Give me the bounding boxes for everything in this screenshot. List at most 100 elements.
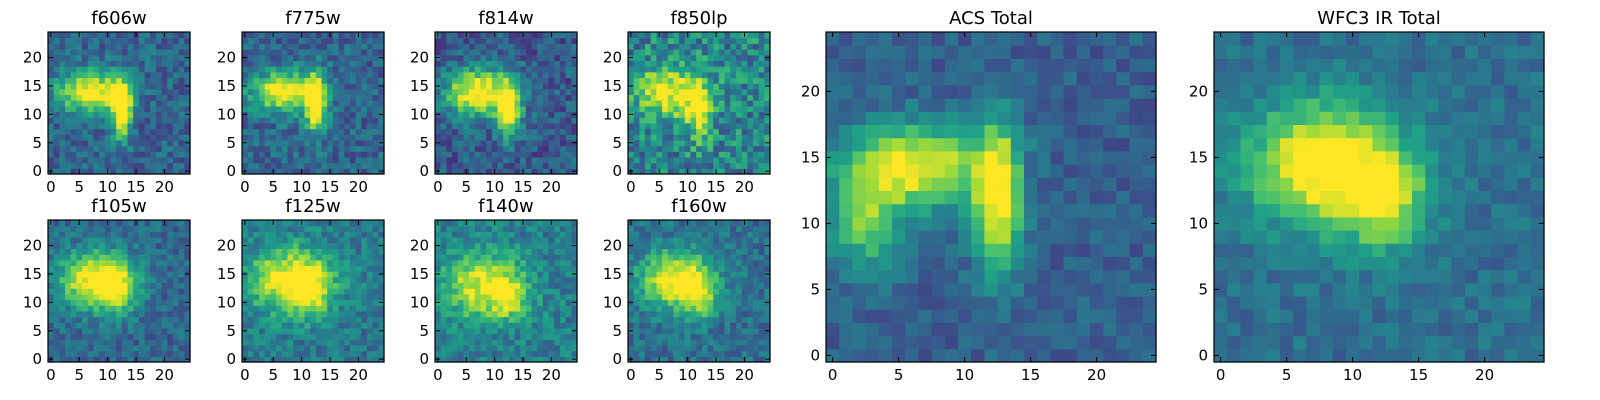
heatmap-cell	[150, 288, 157, 295]
heatmap-cell	[349, 156, 357, 164]
heatmap-cell	[59, 71, 66, 79]
heatmap-cell	[253, 350, 260, 357]
heatmap-cell	[378, 339, 385, 346]
heatmap-cell	[741, 310, 748, 318]
heatmap-cell	[752, 139, 760, 147]
heatmap-cell	[747, 305, 754, 312]
heatmap-cell	[293, 145, 300, 152]
heatmap-cell	[76, 151, 83, 158]
heatmap-cell	[474, 220, 482, 227]
heatmap-cell	[378, 88, 385, 96]
heatmap-cell	[667, 162, 675, 169]
heatmap-cell	[650, 310, 657, 318]
heatmap-cell	[667, 43, 675, 50]
heatmap-cell	[321, 100, 328, 107]
heatmap-cell	[446, 145, 453, 152]
heatmap-cell	[707, 344, 714, 352]
heatmap-cell	[548, 151, 555, 158]
heatmap-cell	[752, 100, 760, 107]
heatmap-cell	[53, 37, 60, 44]
heatmap-cell	[82, 151, 89, 158]
heatmap-cell	[758, 282, 765, 289]
heatmap-cell	[172, 128, 180, 135]
heatmap-cell	[639, 333, 646, 340]
heatmap-cell	[65, 356, 72, 363]
heatmap-cell	[542, 333, 550, 340]
heatmap-cell	[469, 122, 476, 130]
heatmap-cell	[116, 316, 123, 323]
heatmap-cell	[287, 344, 294, 352]
heatmap-cell	[378, 333, 385, 340]
heatmap-cell	[565, 162, 572, 169]
heatmap-cell	[355, 288, 362, 295]
heatmap-cell	[446, 237, 453, 244]
heatmap-cell	[520, 71, 527, 79]
heatmap-cell	[457, 77, 464, 84]
heatmap-cell	[667, 32, 675, 39]
heatmap-cell	[701, 71, 709, 79]
heatmap-cell	[59, 276, 66, 284]
heatmap-cell	[718, 168, 726, 175]
heatmap-cell	[133, 105, 140, 113]
heatmap-cell	[121, 339, 129, 346]
heatmap-cell	[724, 333, 731, 340]
heatmap-cell	[281, 156, 289, 164]
heatmap-cell	[70, 339, 77, 346]
heatmap-cell	[554, 327, 561, 335]
heatmap-cell	[70, 105, 77, 113]
heatmap-cell	[469, 71, 476, 79]
heatmap-cell	[645, 43, 652, 50]
heatmap-cell	[667, 111, 675, 118]
heatmap-cell	[463, 49, 470, 56]
heatmap-cell	[349, 316, 357, 323]
heatmap-cell	[184, 288, 191, 295]
heatmap-cell	[99, 271, 106, 278]
heatmap-cell	[104, 151, 112, 158]
heatmap-cell	[178, 344, 185, 352]
heatmap-cell	[155, 117, 163, 124]
heatmap-cell	[667, 105, 675, 113]
heatmap-cell	[155, 71, 163, 79]
heatmap-cell	[469, 282, 476, 289]
heatmap-cell	[372, 122, 379, 130]
heatmap-cell	[48, 254, 55, 261]
heatmap-cell	[559, 105, 567, 113]
heatmap-cell	[480, 83, 487, 90]
heatmap-cell	[104, 288, 112, 295]
heatmap-cell	[446, 305, 453, 312]
heatmap-cell	[361, 220, 368, 227]
heatmap-cell	[514, 356, 521, 363]
heatmap-cell	[741, 344, 748, 352]
heatmap-cell	[304, 83, 311, 90]
heatmap-cell	[338, 60, 345, 67]
heatmap-cell	[684, 299, 692, 306]
heatmap-cell	[327, 293, 334, 301]
heatmap-cell	[264, 350, 271, 357]
heatmap-cell	[276, 128, 283, 135]
heatmap-cell	[321, 37, 328, 44]
heatmap-cell	[344, 237, 351, 244]
heatmap-cell	[82, 139, 89, 147]
heatmap-cell	[639, 356, 646, 363]
heatmap-cell	[645, 168, 652, 175]
heatmap-cell	[667, 316, 675, 323]
heatmap-cell	[457, 344, 464, 352]
heatmap-cell	[99, 71, 106, 79]
heatmap-cell	[76, 254, 83, 261]
heatmap-cell	[247, 139, 254, 147]
heatmap-cell	[713, 49, 720, 56]
heatmap-cell	[310, 105, 317, 113]
heatmap-cell	[293, 220, 300, 227]
heatmap-cell	[116, 322, 123, 329]
heatmap-cell	[463, 350, 470, 357]
heatmap-cell	[565, 254, 572, 261]
heatmap-cell	[59, 128, 66, 135]
heatmap-cell	[537, 37, 544, 44]
heatmap-cell	[327, 339, 334, 346]
heatmap-cell	[127, 151, 134, 158]
heatmap-cell	[247, 259, 254, 267]
heatmap-cell	[633, 139, 640, 147]
heatmap-cell	[167, 100, 174, 107]
heatmap-cell	[315, 162, 323, 169]
heatmap-cell	[508, 128, 516, 135]
